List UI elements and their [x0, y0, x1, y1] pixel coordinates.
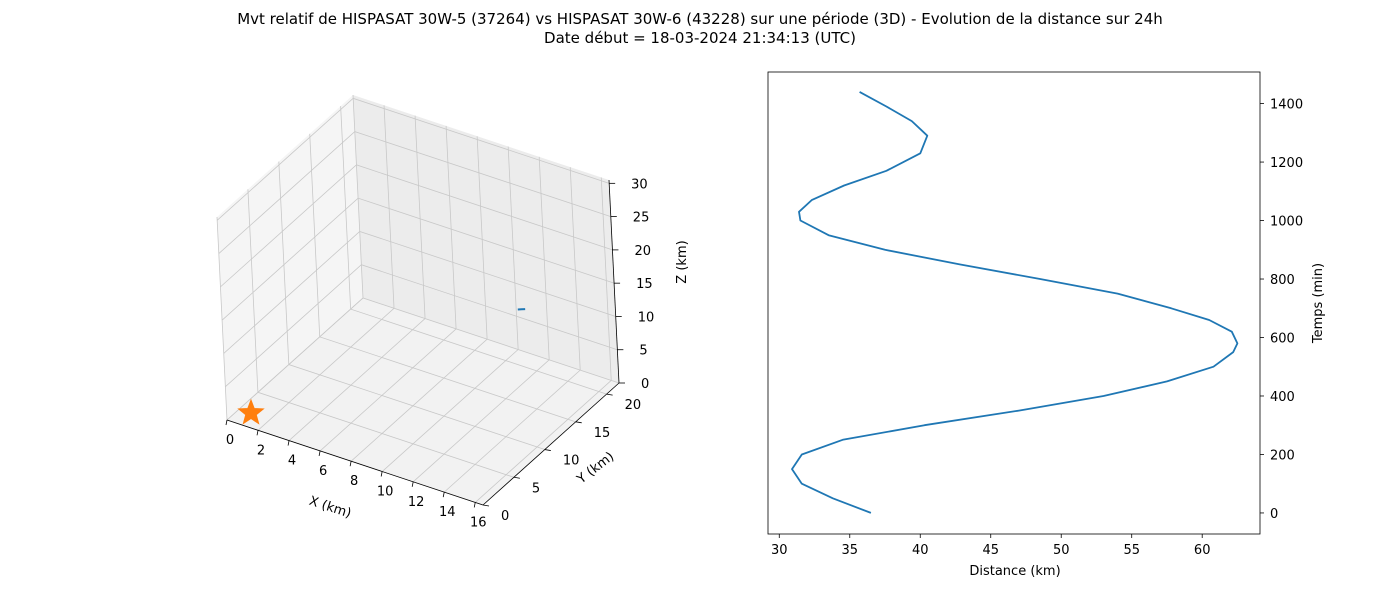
grid-line-z: [223, 230, 616, 354]
x-axis-label: Distance (km): [969, 564, 1060, 579]
y-tick: [606, 393, 613, 396]
y-tick-label: 800: [1270, 273, 1295, 288]
x-tick-label: 10: [377, 485, 394, 500]
grid-line-z: [225, 264, 618, 388]
y-tick-label: 0: [501, 509, 509, 524]
y-tick-label: 200: [1270, 448, 1295, 463]
pane-floor: [227, 298, 619, 505]
x-tick-label: 2: [257, 443, 265, 458]
y-tick-label: 1400: [1270, 98, 1303, 113]
x-tick: [442, 492, 445, 498]
x-tick-label: 4: [288, 454, 296, 469]
y-tick-label: 400: [1270, 390, 1295, 405]
y-axis-label: Y (km): [574, 449, 617, 488]
x-tick-label: 45: [982, 543, 999, 558]
origin-star-marker: [237, 398, 265, 425]
y-tick-label: 1200: [1270, 156, 1303, 171]
z-tick-label: 20: [634, 244, 651, 259]
grid-line-z: [220, 164, 613, 288]
z-tick-label: 15: [636, 277, 653, 292]
x-tick: [318, 450, 321, 456]
y-tick-label: 15: [594, 426, 611, 441]
y-tick-label: 600: [1270, 332, 1295, 347]
x-tick-label: 60: [1194, 543, 1211, 558]
x-tick-label: 50: [1053, 543, 1070, 558]
z-tick-label: 10: [638, 310, 655, 325]
y-tick: [575, 421, 582, 424]
distance-line: [791, 91, 1239, 514]
grid-line-z: [216, 97, 610, 221]
z-tick-label: 5: [639, 344, 647, 359]
grid-line-z: [221, 197, 615, 321]
z-tick-label: 0: [641, 377, 649, 392]
x-tick-label: 55: [1123, 543, 1140, 558]
x-tick-label: 35: [841, 543, 858, 558]
x-axis-label: X (km): [307, 494, 353, 522]
y-tick-label: 10: [563, 454, 580, 469]
figure-title-line1: Mvt relatif de HISPASAT 30W-5 (37264) vs…: [237, 10, 1163, 28]
z-tick-label: 30: [631, 177, 648, 192]
x-tick-label: 14: [439, 505, 456, 520]
y-tick-label: 20: [625, 398, 642, 413]
y-tick-label: 5: [532, 481, 540, 496]
x-tick: [411, 481, 414, 487]
x-tick: [256, 430, 259, 436]
y-tick: [544, 449, 551, 451]
y-tick: [482, 504, 490, 507]
x-tick: [287, 440, 290, 446]
z-tick-label: 25: [633, 211, 650, 226]
pane-left: [217, 95, 363, 420]
x-tick-label: 40: [912, 543, 929, 558]
pane-back: [353, 95, 619, 383]
z-axis-line: [608, 179, 620, 384]
chart-distance-panel: 30 35 40 45 50 55 600200400600800100012001400D…: [767, 71, 1326, 579]
x-axis-line: [226, 419, 484, 506]
x-tick-label: 12: [408, 495, 425, 510]
y-tick: [513, 476, 520, 479]
x-tick-label: 6: [319, 464, 327, 479]
x-tick: [225, 419, 228, 426]
x-tick: [349, 461, 352, 467]
x-tick-label: 8: [350, 474, 358, 489]
x-tick-label: 30: [771, 543, 788, 558]
y-axis-label: Temps (min): [1311, 263, 1326, 344]
x-tick-label: 0: [226, 433, 234, 448]
x-tick: [380, 471, 383, 477]
figure-title-line2: Date début = 18-03-2024 21:34:13 (UTC): [544, 29, 856, 47]
y-tick-label: 1000: [1270, 215, 1303, 230]
chart-3d-panel: 0 2 4 6 8 10 12 14 16 0 5 10 15 20 0 5 10 15 20 25 30 X (km) Y…: [216, 94, 690, 530]
z-axis-label: Z (km): [675, 240, 690, 283]
grid-line-z: [226, 297, 620, 421]
plot-area-frame: [767, 71, 1261, 535]
grid-line-z: [218, 131, 611, 254]
y-tick-label: 0: [1270, 507, 1278, 522]
y-axis-line: [482, 382, 620, 506]
x-tick: [473, 502, 476, 508]
x-tick-label: 16: [470, 515, 487, 530]
